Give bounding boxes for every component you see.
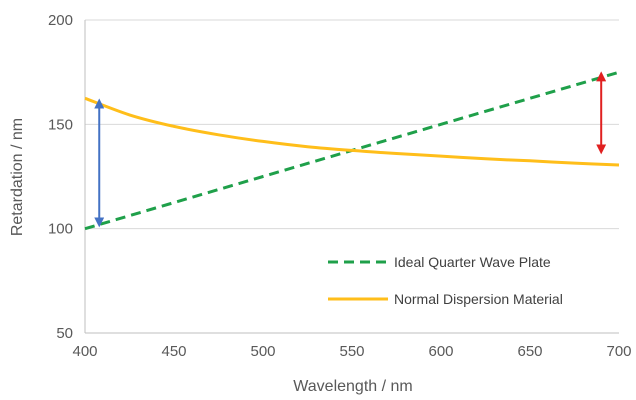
x-tick-label: 700 <box>606 343 631 360</box>
axes <box>84 20 619 334</box>
series <box>84 70 620 231</box>
legend: Ideal Quarter Wave Plate Normal Dispersi… <box>328 254 563 307</box>
legend-label-normal-dispersion-material: Normal Dispersion Material <box>394 291 563 307</box>
series-line-normal-dispersion-material <box>84 96 620 167</box>
y-tick-label: 200 <box>48 12 73 29</box>
x-tick-label: 550 <box>339 343 364 360</box>
x-tick-label: 500 <box>250 343 275 360</box>
x-tick-label: 400 <box>72 343 97 360</box>
x-axis-title: Wavelength / nm <box>293 378 412 395</box>
legend-label-ideal-quarter-wave-plate: Ideal Quarter Wave Plate <box>394 254 551 270</box>
annotations <box>94 71 607 228</box>
y-axis-title: Retardation / nm <box>9 118 26 236</box>
y-tick-label: 150 <box>48 116 73 133</box>
tick-labels: 400 450 500 550 600 650 700 50 100 150 200 <box>48 12 632 360</box>
y-tick-label: 100 <box>48 221 73 238</box>
y-tick-label: 50 <box>56 325 73 342</box>
x-tick-label: 450 <box>161 343 186 360</box>
x-tick-label: 650 <box>517 343 542 360</box>
gridlines <box>85 19 619 230</box>
x-tick-label: 600 <box>428 343 453 360</box>
